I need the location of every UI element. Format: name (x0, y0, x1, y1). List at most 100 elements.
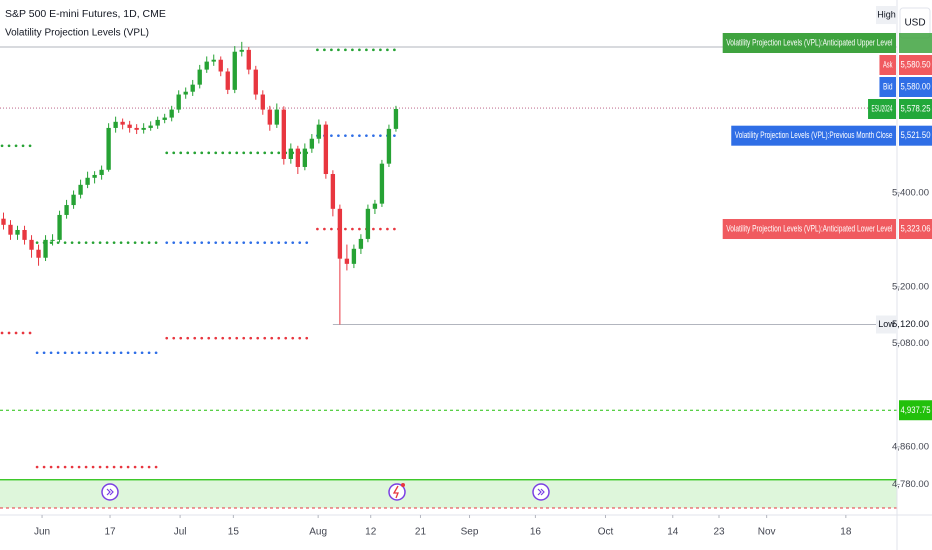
price-tag-box (899, 400, 932, 421)
candle-body (267, 109, 272, 125)
price-tag: Volatility Projection Levels (VPL):Antic… (722, 32, 932, 53)
candle-body (43, 239, 48, 258)
candle-body (92, 174, 97, 178)
candle-body (358, 238, 364, 249)
event-icon[interactable] (101, 483, 119, 501)
candle-body (274, 109, 279, 125)
price-tag-box (899, 32, 932, 53)
candle-body (239, 49, 244, 52)
price-tag-box (899, 125, 932, 146)
price-tag: 5,580.50 Ask (879, 54, 932, 75)
candle-body (120, 121, 125, 125)
candle-body (281, 109, 286, 159)
candle-body (365, 208, 371, 239)
candle-body (57, 214, 62, 240)
candle-body (71, 194, 76, 206)
x-tick-label: Nov (758, 527, 776, 538)
price-tag: 5,578.25 ESU2024 (868, 98, 932, 119)
price-tag-label: ESU2024 (872, 104, 893, 115)
x-tick-label: 14 (667, 527, 679, 538)
candle-body (232, 51, 237, 90)
candle-body (36, 249, 41, 258)
price-tag-value: 4,937.75 (901, 405, 931, 416)
x-tick-label: 16 (530, 527, 542, 538)
candle-body (386, 128, 392, 164)
candle-body (344, 258, 350, 264)
price-tag-box (899, 219, 932, 240)
candle-body (288, 148, 293, 159)
x-tick-label: Jul (174, 527, 187, 538)
price-tag-box (899, 98, 932, 119)
candle-body (204, 61, 209, 70)
range-label-box (876, 6, 897, 25)
price-tag-label-box (879, 76, 896, 97)
event-icon[interactable] (388, 483, 406, 501)
candle-body (85, 177, 90, 185)
candle-body (316, 124, 322, 139)
candle-body (190, 84, 195, 92)
plot-area (0, 41, 897, 509)
candle-body (155, 119, 160, 126)
candle-body (106, 127, 111, 170)
zone (0, 479, 897, 508)
candle-body (162, 117, 167, 120)
price-tag-label: Bid (883, 82, 893, 93)
candle-body (211, 59, 216, 62)
price-tag-value: 5,323.06 (901, 224, 931, 235)
candle-body (176, 94, 181, 110)
candle-body (1, 218, 6, 225)
x-tick-label: 23 (713, 527, 725, 538)
x-tick-label: Oct (598, 527, 614, 538)
currency[interactable]: USD (904, 18, 925, 29)
chart-title: S&P 500 E-mini Futures, 1D, CME (5, 8, 166, 20)
candle-body (141, 127, 146, 130)
candle-body (260, 94, 265, 110)
candle-body (50, 239, 55, 241)
candle-body (218, 59, 223, 72)
x-tick-label: 21 (415, 527, 427, 538)
price-tag-label: Ask (883, 60, 893, 71)
candle-body (169, 109, 174, 118)
x-tick-label: 18 (840, 527, 852, 538)
candle-body (337, 208, 343, 259)
candle-body (379, 163, 385, 204)
candle-body (134, 127, 139, 130)
candle-body (197, 69, 202, 85)
x-tick-label: Jun (34, 527, 50, 538)
candle-body (246, 49, 251, 70)
candle-body (225, 71, 230, 90)
x-tick-label: 12 (365, 527, 377, 538)
candle-body (330, 174, 336, 209)
price-tag-label-box (722, 32, 896, 53)
price-tag-value: 5,521.50 (901, 130, 931, 141)
y-tick-label: 5,400.00 (892, 187, 929, 198)
candle-body (8, 224, 13, 235)
price-tag-value: 5,580.50 (901, 60, 931, 71)
price-tag-label: Volatility Projection Levels (VPL):Previ… (735, 130, 893, 141)
range-value: 5,120.00 (892, 319, 929, 330)
candle-body (99, 169, 104, 175)
price-tag-label: Volatility Projection Levels (VPL):Antic… (726, 38, 892, 49)
candle-body (183, 91, 188, 95)
price-tag-label-box (731, 125, 896, 146)
candle-body (78, 184, 83, 195)
candle-body (351, 248, 357, 264)
candle-body (323, 124, 329, 175)
price-tag-label-box (879, 54, 896, 75)
price-tag-box (899, 54, 932, 75)
price-tag-value: 5,578.25 (901, 104, 931, 115)
candle-body (22, 229, 27, 240)
event-icon[interactable] (532, 483, 550, 501)
range-label-box (876, 315, 897, 334)
price-tag: 4,937.75 (899, 400, 932, 421)
x-tick-label: 15 (228, 527, 240, 538)
y-tick-label: 4,780.00 (892, 479, 929, 490)
x-tick-label: Aug (309, 527, 327, 538)
indicator-name: Volatility Projection Levels (VPL) (5, 28, 149, 39)
candle-body (148, 125, 153, 128)
price-tag: 5,323.06 Volatility Projection Levels (VP… (722, 219, 932, 240)
y-tick-label: 4,860.00 (892, 441, 929, 452)
candle-body (302, 148, 308, 167)
price-tag-label-box (868, 98, 896, 119)
